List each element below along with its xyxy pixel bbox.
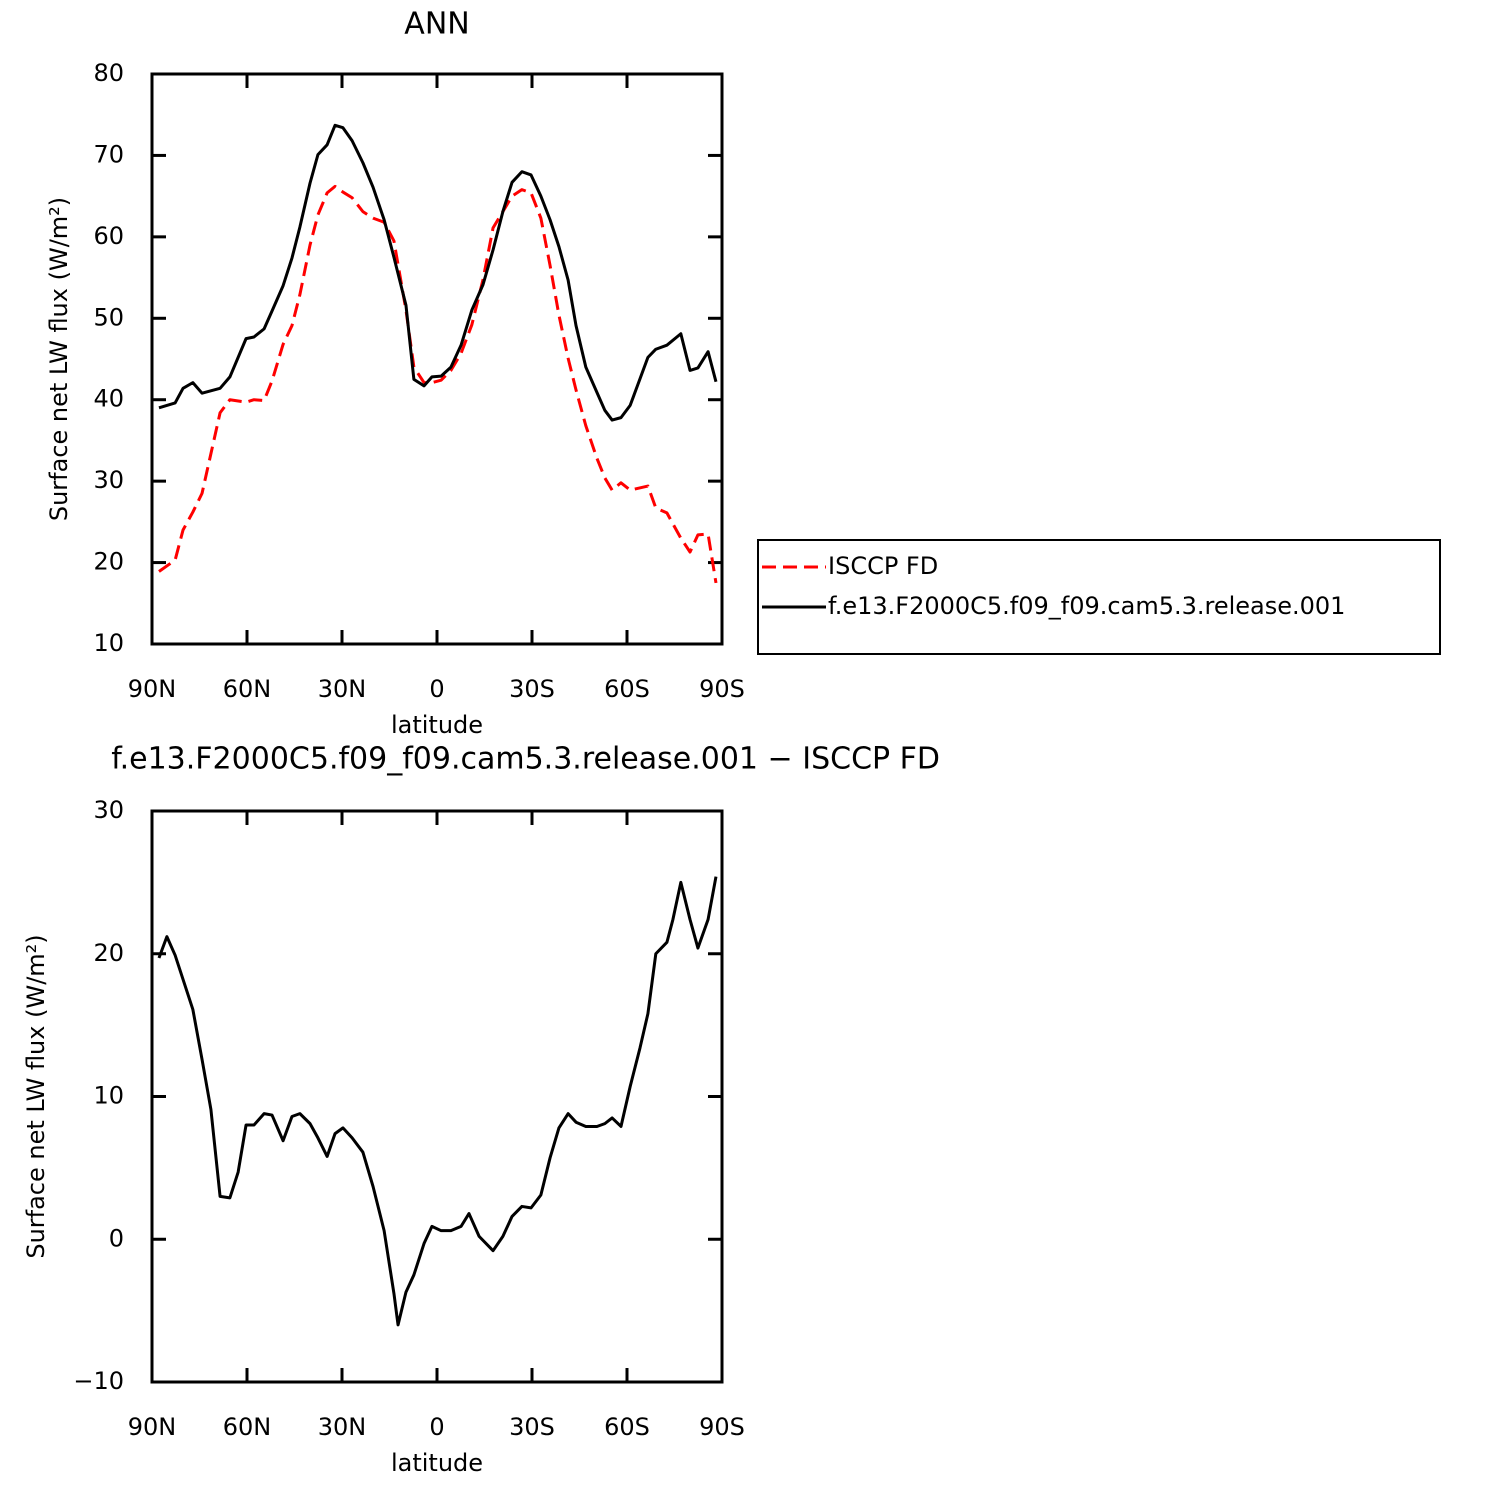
y-tick-label: −10 [73,1367,124,1395]
y-tick-label: 10 [93,629,124,657]
x-tick-label: 30N [318,1413,367,1441]
x-tick-label: 0 [429,675,444,703]
y-tick-label: 60 [93,222,124,250]
x-tick-label: 90N [128,1413,177,1441]
y-tick-label: 50 [93,303,124,331]
y-tick-label: 40 [93,385,124,413]
x-axis-label: latitude [391,711,483,739]
x-tick-label: 0 [429,1413,444,1441]
x-tick-label: 90S [699,1413,745,1441]
data-line [158,184,718,584]
legend-box [757,539,1441,655]
data-line [157,876,718,1327]
chart-title: ANN [404,7,469,42]
x-tick-label: 90S [699,675,745,703]
x-tick-label: 90N [128,675,177,703]
plot-frame [150,809,724,1384]
y-tick-label: 80 [93,59,124,87]
y-tick-label: 0 [109,1224,124,1252]
y-tick-label: 70 [93,140,124,168]
legend-label: f.e13.F2000C5.f09_f09.cam5.3.release.001 [828,592,1345,620]
x-tick-label: 60N [223,675,272,703]
legend-label: ISCCP FD [828,552,938,580]
data-line [158,123,718,422]
x-tick-label: 60S [604,1413,650,1441]
x-tick-label: 30S [509,675,555,703]
chart-title: f.e13.F2000C5.f09_f09.cam5.3.release.001… [111,742,940,777]
y-tick-label: 20 [93,548,124,576]
y-tick-label: 20 [93,939,124,967]
x-tick-label: 30N [318,675,367,703]
x-axis-label: latitude [391,1449,483,1477]
x-tick-label: 30S [509,1413,555,1441]
y-tick-label: 10 [93,1082,124,1110]
y-tick-label: 30 [93,796,124,824]
y-axis-label: Surface net LW flux (W/m²) [22,934,50,1258]
y-tick-label: 30 [93,466,124,494]
x-tick-label: 60S [604,675,650,703]
y-axis-label: Surface net LW flux (W/m²) [45,197,73,521]
plot-frame [150,72,724,646]
x-tick-label: 60N [223,1413,272,1441]
